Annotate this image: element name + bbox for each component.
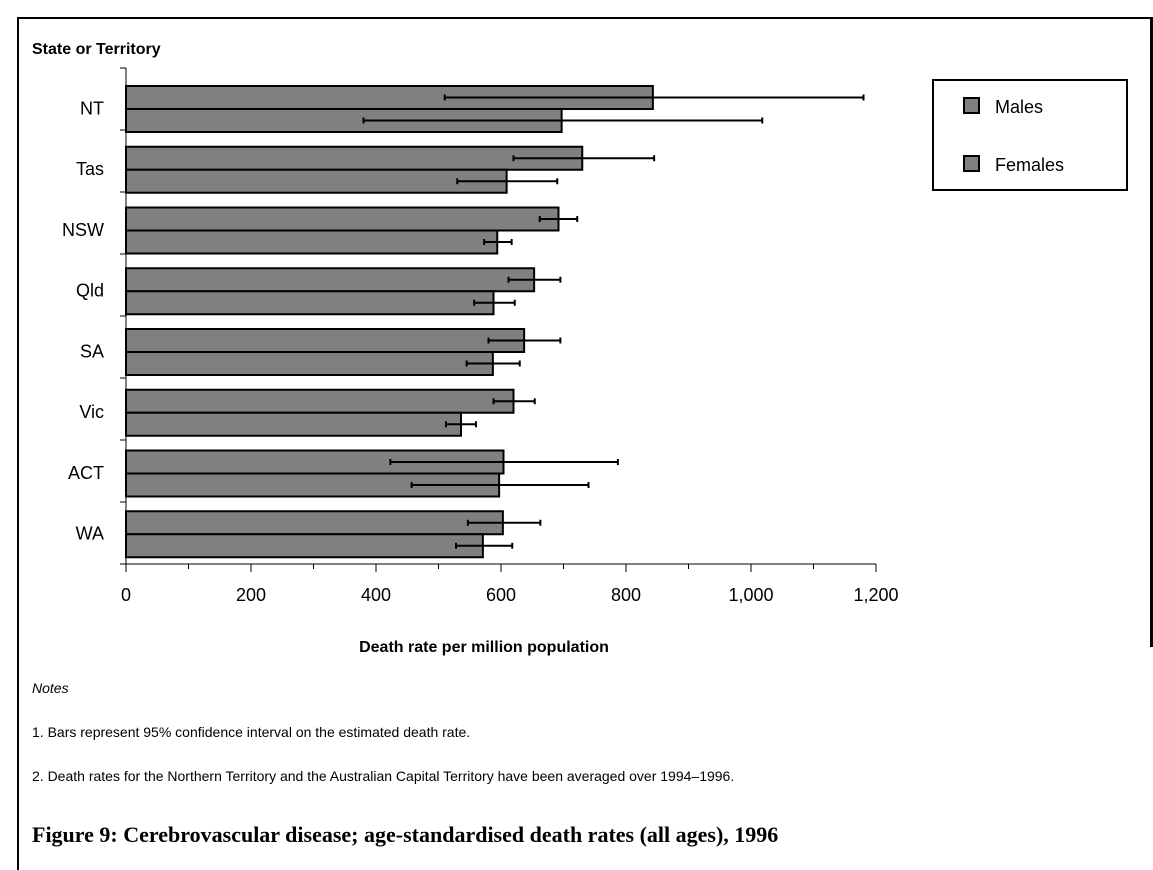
x-tick-label-6: 1,200	[853, 585, 898, 605]
bar-sa-males	[125, 328, 526, 353]
note-2: 2. Death rates for the Northern Territor…	[32, 768, 735, 784]
y-tick-label-act: ACT	[68, 463, 104, 483]
x-tick-label-0: 0	[121, 585, 131, 605]
notes-heading: Notes	[32, 680, 69, 696]
legend-label-females: Females	[995, 155, 1064, 175]
bar-wa-males	[125, 510, 504, 536]
bar-tas-females	[125, 168, 508, 194]
y-axis-title: State or Territory	[32, 41, 161, 58]
plot-area: NT Tas NSW Qld SA Vic ACT WA	[62, 67, 876, 565]
y-tick-label-nt: NT	[80, 98, 104, 118]
x-axis-ticks: 0 200 400 600 800 1,000 1,200	[121, 564, 899, 605]
bar-qld-females	[125, 290, 495, 316]
bar-vic-females	[125, 411, 462, 437]
bar-vic-males	[125, 388, 515, 414]
bar-sa-females	[125, 351, 494, 376]
x-axis-title: Death rate per million population	[359, 639, 609, 656]
bar-wa-females	[125, 533, 484, 559]
y-tick-label-wa: WA	[76, 524, 104, 544]
x-tick-label-1: 200	[236, 585, 266, 605]
bar-chart: State or Territory NT Tas NSW Qld SA Vic ACT WA…	[32, 41, 1128, 656]
figure-caption: Figure 9: Cerebrovascular disease; age-s…	[32, 822, 779, 847]
legend-swatch-females	[963, 155, 980, 172]
bar-nsw-females	[125, 229, 499, 255]
y-tick-label-vic: Vic	[79, 402, 104, 422]
frame-right-border	[1150, 17, 1153, 647]
legend-label-males: Males	[995, 97, 1043, 117]
bar-nsw-males	[125, 206, 560, 232]
y-tick-label-nsw: NSW	[62, 220, 104, 240]
x-tick-label-4: 800	[611, 585, 641, 605]
bar-qld-males	[125, 267, 536, 293]
y-tick-label-qld: Qld	[76, 281, 104, 301]
note-1: 1. Bars represent 95% confidence interva…	[32, 724, 471, 740]
y-tick-label-sa: SA	[80, 341, 104, 361]
x-tick-label-2: 400	[361, 585, 391, 605]
frame-left-border	[17, 17, 19, 870]
x-tick-label-3: 600	[486, 585, 516, 605]
x-tick-label-5: 1,000	[728, 585, 773, 605]
legend: Males Females	[932, 79, 1128, 191]
frame-top-border	[17, 17, 1153, 19]
legend-swatch-males	[963, 97, 980, 114]
y-tick-label-tas: Tas	[76, 159, 104, 179]
